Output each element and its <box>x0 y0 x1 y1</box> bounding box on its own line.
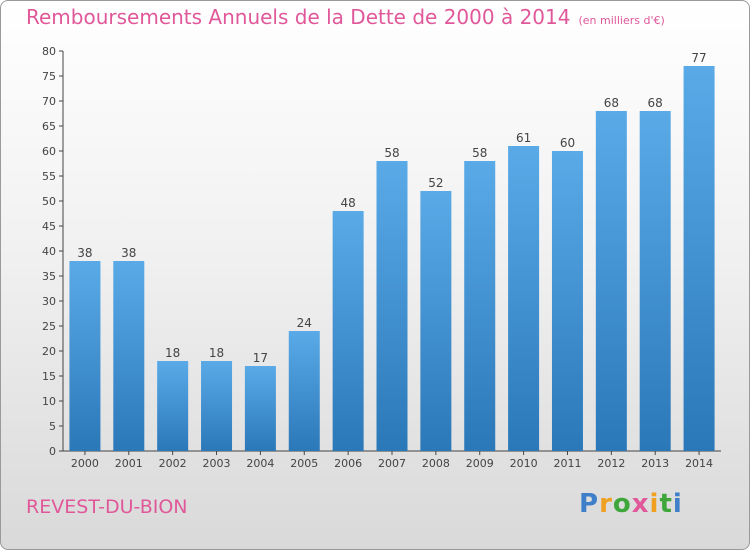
chart-title: Remboursements Annuels de la Dette de 20… <box>26 5 571 29</box>
y-tick-label: 75 <box>42 70 56 83</box>
y-tick-label: 60 <box>42 145 56 158</box>
x-tick-label: 2011 <box>553 457 581 470</box>
data-label: 48 <box>340 196 355 210</box>
chart-title-block: Remboursements Annuels de la Dette de 20… <box>26 5 665 29</box>
y-tick-label: 70 <box>42 95 56 108</box>
y-tick-label: 55 <box>42 170 56 183</box>
x-tick-label: 2006 <box>334 457 362 470</box>
x-tick-label: 2009 <box>466 457 494 470</box>
bar <box>420 191 452 451</box>
x-tick-label: 2008 <box>422 457 450 470</box>
axes: 0 5 10 15 20 25 30 35 40 45 50 55 60 65 70 75 80 2000 2001… <box>42 45 721 470</box>
x-tick-label: 2005 <box>290 457 318 470</box>
y-tick-label: 5 <box>49 420 56 433</box>
y-tick-label: 45 <box>42 220 56 233</box>
y-tick-label: 25 <box>42 320 56 333</box>
bar <box>683 66 715 451</box>
data-label: 38 <box>77 246 92 260</box>
data-label: 68 <box>648 96 663 110</box>
x-tick-label: 2004 <box>246 457 274 470</box>
bar <box>508 146 540 451</box>
data-label: 52 <box>428 176 443 190</box>
y-tick-label: 50 <box>42 195 56 208</box>
bar <box>244 366 276 451</box>
y-tick-label: 15 <box>42 370 56 383</box>
bar <box>288 331 320 451</box>
data-label: 58 <box>384 146 399 160</box>
y-tick-label: 30 <box>42 295 56 308</box>
y-tick-label: 10 <box>42 395 56 408</box>
data-label: 24 <box>297 316 312 330</box>
bar <box>201 361 233 451</box>
bar <box>639 111 671 451</box>
x-tick-label: 2007 <box>378 457 406 470</box>
x-tick-label: 2002 <box>159 457 187 470</box>
data-label: 68 <box>604 96 619 110</box>
data-label: 77 <box>691 51 706 65</box>
bar <box>551 151 583 451</box>
x-tick-label: 2001 <box>115 457 143 470</box>
data-label: 18 <box>165 346 180 360</box>
data-label: 17 <box>253 351 268 365</box>
data-label: 58 <box>472 146 487 160</box>
bar <box>113 261 145 451</box>
data-label: 18 <box>209 346 224 360</box>
data-label: 61 <box>516 131 531 145</box>
x-tick-label: 2012 <box>597 457 625 470</box>
y-tick-label: 80 <box>42 45 56 58</box>
bar <box>595 111 627 451</box>
y-tick-label: 40 <box>42 245 56 258</box>
y-tick-label: 65 <box>42 120 56 133</box>
bar <box>157 361 189 451</box>
bar <box>69 261 101 451</box>
y-tick-label: 0 <box>49 445 56 458</box>
chart-subtitle: (en milliers d'€) <box>578 14 665 27</box>
x-tick-label: 2010 <box>510 457 538 470</box>
y-tick-label: 35 <box>42 270 56 283</box>
bar <box>376 161 408 451</box>
y-tick-label: 20 <box>42 345 56 358</box>
x-tick-label: 2003 <box>203 457 231 470</box>
data-label: 38 <box>121 246 136 260</box>
bar <box>464 161 496 451</box>
proxiti-logo: Proxiti <box>579 489 683 519</box>
place-name: REVEST-DU-BION <box>26 496 188 518</box>
x-tick-label: 2013 <box>641 457 669 470</box>
data-label: 60 <box>560 136 575 150</box>
x-tick-label: 2000 <box>71 457 99 470</box>
bar <box>332 211 364 451</box>
bars: 38 38 18 18 17 24 48 58 52 58 61 60 68 68 77 <box>69 51 715 451</box>
x-tick-label: 2014 <box>685 457 713 470</box>
